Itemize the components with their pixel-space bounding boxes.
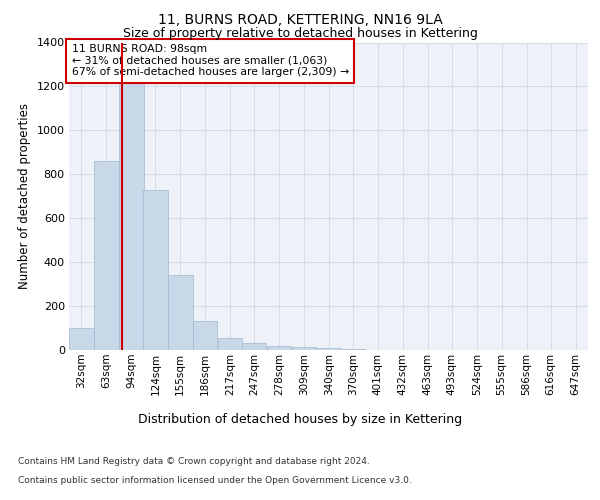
Text: Distribution of detached houses by size in Kettering: Distribution of detached houses by size … (138, 412, 462, 426)
Bar (317, 348, 341, 350)
Bar (143, 190, 167, 350)
Bar (267, 346, 292, 350)
Bar (94, 161, 119, 350)
Text: Contains public sector information licensed under the Open Government Licence v3: Contains public sector information licen… (18, 476, 412, 485)
Text: 11, BURNS ROAD, KETTERING, NN16 9LA: 11, BURNS ROAD, KETTERING, NN16 9LA (158, 12, 442, 26)
Bar (69, 328, 94, 350)
Text: 11 BURNS ROAD: 98sqm
← 31% of detached houses are smaller (1,063)
67% of semi-de: 11 BURNS ROAD: 98sqm ← 31% of detached h… (71, 44, 349, 77)
Bar (341, 349, 365, 350)
Bar (119, 76, 143, 350)
Bar (168, 276, 193, 350)
Text: Size of property relative to detached houses in Kettering: Size of property relative to detached ho… (122, 28, 478, 40)
Bar (242, 344, 266, 350)
Bar (218, 338, 242, 350)
Bar (193, 322, 217, 350)
Text: Contains HM Land Registry data © Crown copyright and database right 2024.: Contains HM Land Registry data © Crown c… (18, 458, 370, 466)
Y-axis label: Number of detached properties: Number of detached properties (18, 104, 31, 289)
Bar (292, 346, 316, 350)
